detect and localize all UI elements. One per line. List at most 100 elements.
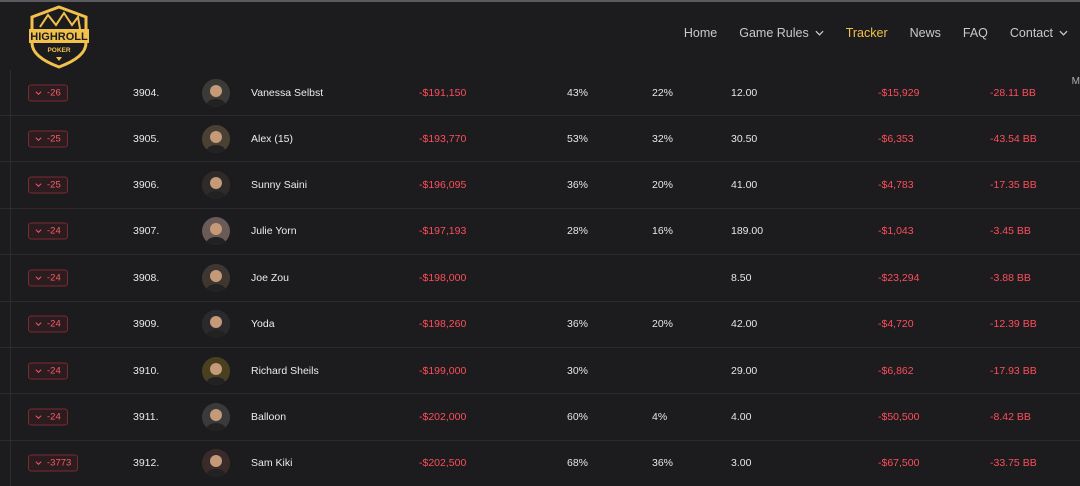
chevron-down-icon [35,137,42,141]
table-row[interactable]: -24 3909. Yoda -$198,260 36% 20% 42.00 -$4,720 -… [0,302,1080,348]
rank-change-value: -24 [47,272,61,284]
rank-number: 3912. [133,457,160,470]
player-name[interactable]: Vanessa Selbst [251,86,324,99]
player-avatar[interactable] [202,124,230,153]
avatar-photo [202,356,230,385]
percent-stat-2: 22% [652,86,674,99]
rank-change-badge: -26 [28,84,68,101]
tracker-table: -26 3904. Vanessa Selbst -$191,150 43% 22% 12.… [0,70,1080,486]
table-left-border [10,70,11,486]
rank-change-badge: -24 [28,408,68,426]
player-name[interactable]: Julie Yorn [251,225,297,238]
winnings-value: -$198,000 [419,271,467,284]
profit-value: -$4,783 [878,179,914,192]
percent-stat-1: 30% [567,364,589,377]
chevron-down-icon [815,30,824,36]
player-name[interactable]: Yoda [251,318,275,331]
rank-change-value: -24 [47,411,61,423]
big-blinds-value: -28.11 BB [990,86,1036,99]
nav-label: News [909,26,941,40]
winnings-value: -$198,260 [419,318,467,331]
big-blinds-value: -3.45 BB [990,225,1031,238]
rank-change-value: -26 [47,87,61,98]
player-avatar[interactable] [202,217,230,246]
percent-stat-2: 20% [652,318,674,331]
nav-label: Home [683,26,718,40]
player-name[interactable]: Balloon [251,411,287,424]
player-name[interactable]: Richard Sheils [251,364,319,377]
rank-number: 3910. [133,364,160,377]
avatar-photo [202,124,230,153]
rank-change-value: -24 [47,318,61,330]
chevron-down-icon [35,183,42,188]
rank-change-value: -3773 [47,457,72,469]
percent-stat-1: 36% [567,318,589,331]
table-row[interactable]: -26 3904. Vanessa Selbst -$191,150 43% 22% 12.… [0,70,1080,116]
profit-value: -$23,294 [878,271,920,284]
profit-value: -$4,720 [878,318,914,331]
table-row[interactable]: -3773 3912. Sam Kiki -$202,500 68% 36% 3.00 -$6… [0,441,1080,486]
svg-text:HIGHROLL: HIGHROLL [30,31,88,43]
nav-label: FAQ [962,26,988,40]
nav-label: Tracker [845,26,888,40]
chevron-down-icon [35,276,42,280]
profit-value: -$6,862 [878,364,914,377]
avatar-photo [202,263,230,292]
avatar-photo [202,403,230,432]
player-name[interactable]: Sunny Saini [251,179,308,192]
player-name[interactable]: Sam Kiki [251,457,293,470]
rank-number: 3909. [133,318,160,331]
avatar-photo [202,217,230,246]
site-header: HIGHROLL POKER Home Game Rules Tracker News… [0,2,1080,70]
chevron-down-icon [35,415,42,420]
window-top-border [0,0,1080,2]
nav-contact[interactable]: Contact [1010,26,1068,40]
player-avatar[interactable] [202,263,230,292]
chevron-down-icon [35,461,42,466]
rank-change-badge: -25 [28,176,68,194]
rank-change-value: -24 [47,365,61,377]
chevron-down-icon [35,229,42,234]
rank-number: 3911. [133,411,159,424]
big-blinds-value: -17.35 BB [990,179,1037,192]
player-avatar[interactable] [202,403,230,432]
rank-number: 3908. [133,271,160,284]
profit-value: -$15,929 [878,86,920,99]
table-row[interactable]: -24 3908. Joe Zou -$198,000 8.50 -$23,294 -3.8… [0,255,1080,302]
player-name[interactable]: Alex (15) [251,132,294,145]
average-value: 30.50 [731,132,758,145]
percent-stat-1: 43% [567,86,589,99]
nav-tracker[interactable]: Tracker [846,26,888,40]
winnings-value: -$202,500 [419,457,467,470]
player-name[interactable]: Joe Zou [251,271,289,284]
rank-number: 3905. [133,132,160,145]
avatar-photo [202,171,230,200]
rank-change-badge: -25 [28,130,68,148]
table-row[interactable]: -25 3905. Alex (15) -$193,770 53% 32% 30.50 -$6… [0,116,1080,163]
nav-faq[interactable]: FAQ [963,26,988,40]
chevron-down-icon [35,90,42,95]
winnings-value: -$196,095 [419,179,467,192]
player-avatar[interactable] [202,310,230,339]
avatar-photo [202,78,230,107]
player-avatar[interactable] [202,449,230,478]
nav-label: Contact [1009,26,1053,40]
nav-news[interactable]: News [910,26,941,40]
percent-stat-2: 20% [652,179,674,192]
nav-game-rules[interactable]: Game Rules [739,26,824,40]
big-blinds-value: -3.88 BB [990,271,1031,284]
percent-stat-1: 36% [567,179,589,192]
table-row[interactable]: -25 3906. Sunny Saini -$196,095 36% 20% 41.00 -… [0,162,1080,209]
player-avatar[interactable] [202,171,230,200]
big-blinds-value: -8.42 BB [990,411,1031,424]
rank-change-value: -24 [47,225,61,237]
table-row[interactable]: -24 3911. Balloon -$202,000 60% 4% 4.00 -$50,50… [0,394,1080,441]
table-row[interactable]: -24 3907. Julie Yorn -$197,193 28% 16% 189.00 -… [0,209,1080,256]
highroll-poker-logo[interactable]: HIGHROLL POKER [26,5,92,69]
player-avatar[interactable] [202,356,230,385]
nav-home[interactable]: Home [684,26,717,40]
table-row[interactable]: -24 3910. Richard Sheils -$199,000 30% 29.00 -… [0,348,1080,395]
player-avatar[interactable] [202,78,230,107]
average-value: 3.00 [731,457,752,470]
percent-stat-1: 60% [567,411,589,424]
